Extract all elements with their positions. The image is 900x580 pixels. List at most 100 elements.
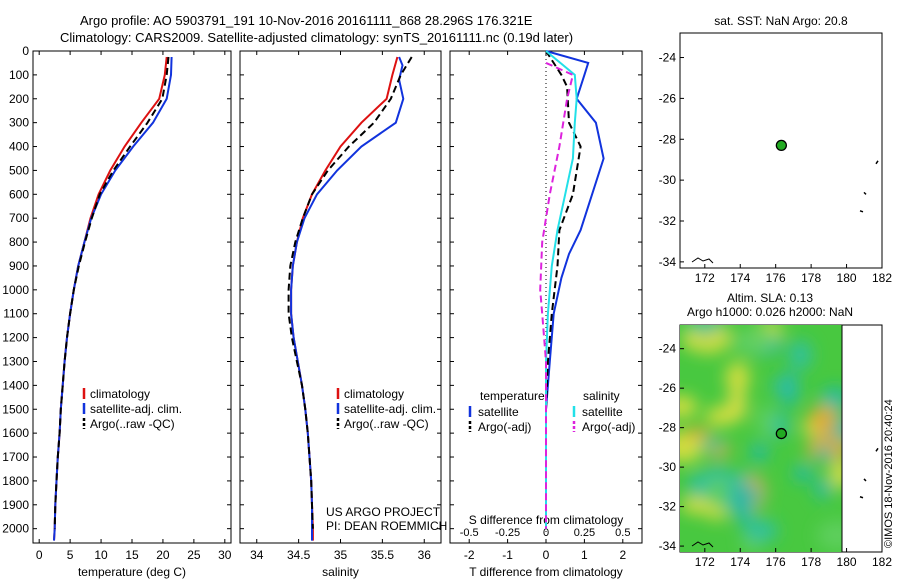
heatmap-blobs [680,325,842,552]
map-x-tick-label: 178 [801,555,821,569]
map-y-tick-label: -28 [659,132,677,146]
x-tick-label: 35.5 [371,548,395,562]
credit-pi: PI: DEAN ROEMMICH [326,519,447,533]
legend-label: climatology [90,387,150,401]
x-tick-label: 10 [94,548,108,562]
x-tick-label: -1 [502,548,513,562]
depth-tick-label: 0 [22,44,29,58]
s-tick-label: -0.25 [495,527,520,539]
depth-tick-label: 600 [9,187,29,201]
depth-tick-label: 100 [9,68,29,82]
legend-label: Argo(-adj) [582,420,635,434]
heatmap-blob [749,325,777,342]
argo-float-marker [775,139,788,152]
depth-tick-label: 500 [9,163,29,177]
x-tick-label: 35 [334,548,348,562]
map-title-line1: Altim. SLA: 0.13 [727,291,813,305]
x-tick-label: 20 [156,548,170,562]
map-y-tick-label: -32 [659,500,677,514]
heatmap-blob [683,427,712,440]
figure-title-line2: Climatology: CARS2009. Satellite-adjuste… [60,30,573,45]
x-tick-label: 1 [581,548,588,562]
heatmap-blob [689,325,724,333]
heatmap-blob [733,503,755,524]
depth-tick-label: 1100 [3,307,29,321]
depth-tick-label: 1600 [2,426,29,440]
s-tick-label: 0 [543,527,549,539]
heatmap-blob [788,339,813,371]
legend-label: Argo(-adj) [478,420,531,434]
map-x-tick-label: 176 [766,555,786,569]
depth-tick-label: 1800 [2,474,29,488]
x-tick-label: 2 [619,548,626,562]
heatmap-blob [793,464,813,482]
coastline [691,541,714,548]
x-tick-label: 0 [543,548,550,562]
heatmap-blob [682,330,705,351]
heatmap-blob [814,478,832,500]
series-line-argo-raw-qc- [53,56,170,529]
x-tick-label: 30 [218,548,232,562]
x-tick-label: 34.5 [287,548,311,562]
map-x-tick-label: 182 [872,271,892,285]
argo-float-marker [775,427,788,440]
x-tick-label: 25 [187,548,201,562]
depth-tick-label: 1200 [2,331,29,345]
legend-label: satellite [478,405,519,419]
x-tick-label: 34 [250,548,264,562]
depth-tick-label: 700 [9,211,29,225]
depth-tick-label: 300 [9,116,29,130]
map-x-tick-label: 180 [837,555,857,569]
temperature-panel [32,50,232,544]
sla-heatmap [680,325,842,552]
x-axis-label: salinity [322,565,359,579]
depth-tick-label: 400 [9,140,29,154]
depth-tick-label: 1400 [2,378,29,392]
series-line-satellite [545,50,605,529]
heatmap-blob [705,476,730,510]
map-x-tick-label: 182 [872,555,892,569]
depth-tick-label: 1000 [2,283,29,297]
depth-tick-label: 200 [9,92,29,106]
legend-label: satellite [582,405,623,419]
map-x-tick-label: 172 [695,555,715,569]
depth-tick-label: 1300 [2,354,29,368]
sst-map-panel [679,32,883,269]
x-tick-label: 0 [36,548,43,562]
heatmap-blob [680,395,698,418]
heatmap-blob [755,403,776,438]
imos-stamp: ©IMOS 18-Nov-2016 20:40:24 [883,399,895,548]
heatmap-blob [706,507,728,520]
x-tick-label: 36 [418,548,432,562]
salinity-panel [239,50,442,544]
island-marks [859,447,879,499]
depth-tick-label: 800 [9,235,29,249]
depth-tick-label: 1500 [2,402,29,416]
map-x-tick-label: 174 [730,271,750,285]
depth-tick-label: 900 [9,259,29,273]
heatmap-blob [749,443,770,462]
series-line-climatology [53,56,168,541]
heatmap-blob [770,378,797,393]
x-tick-label: 5 [67,548,74,562]
map-y-tick-label: -34 [659,539,677,553]
map-x-tick-label: 174 [730,555,750,569]
s-tick-label: 0.25 [574,527,595,539]
heatmap-blob [815,446,835,462]
heatmap-blob [700,438,725,452]
x-tick-label: -2 [464,548,475,562]
map-x-tick-label: 176 [766,271,786,285]
map-y-tick-label: -34 [659,255,677,269]
legend-label: climatology [344,387,404,401]
depth-tick-label: 2000 [2,522,29,536]
figure-title-line1: Argo profile: AO 5903791_191 10-Nov-2016… [80,13,533,28]
credit-project: US ARGO PROJECT [326,505,441,519]
depth-tick-label: 1900 [2,498,29,512]
map-y-tick-label: -28 [659,421,677,435]
map-y-tick-label: -30 [659,460,677,474]
series-line-satellite [545,50,578,529]
series-line-satellite-adj-clim- [290,56,405,541]
heatmap-blob [808,404,839,434]
x-axis-label: temperature (deg C) [78,565,186,579]
legend-label: satellite-adj. clim. [344,402,436,416]
